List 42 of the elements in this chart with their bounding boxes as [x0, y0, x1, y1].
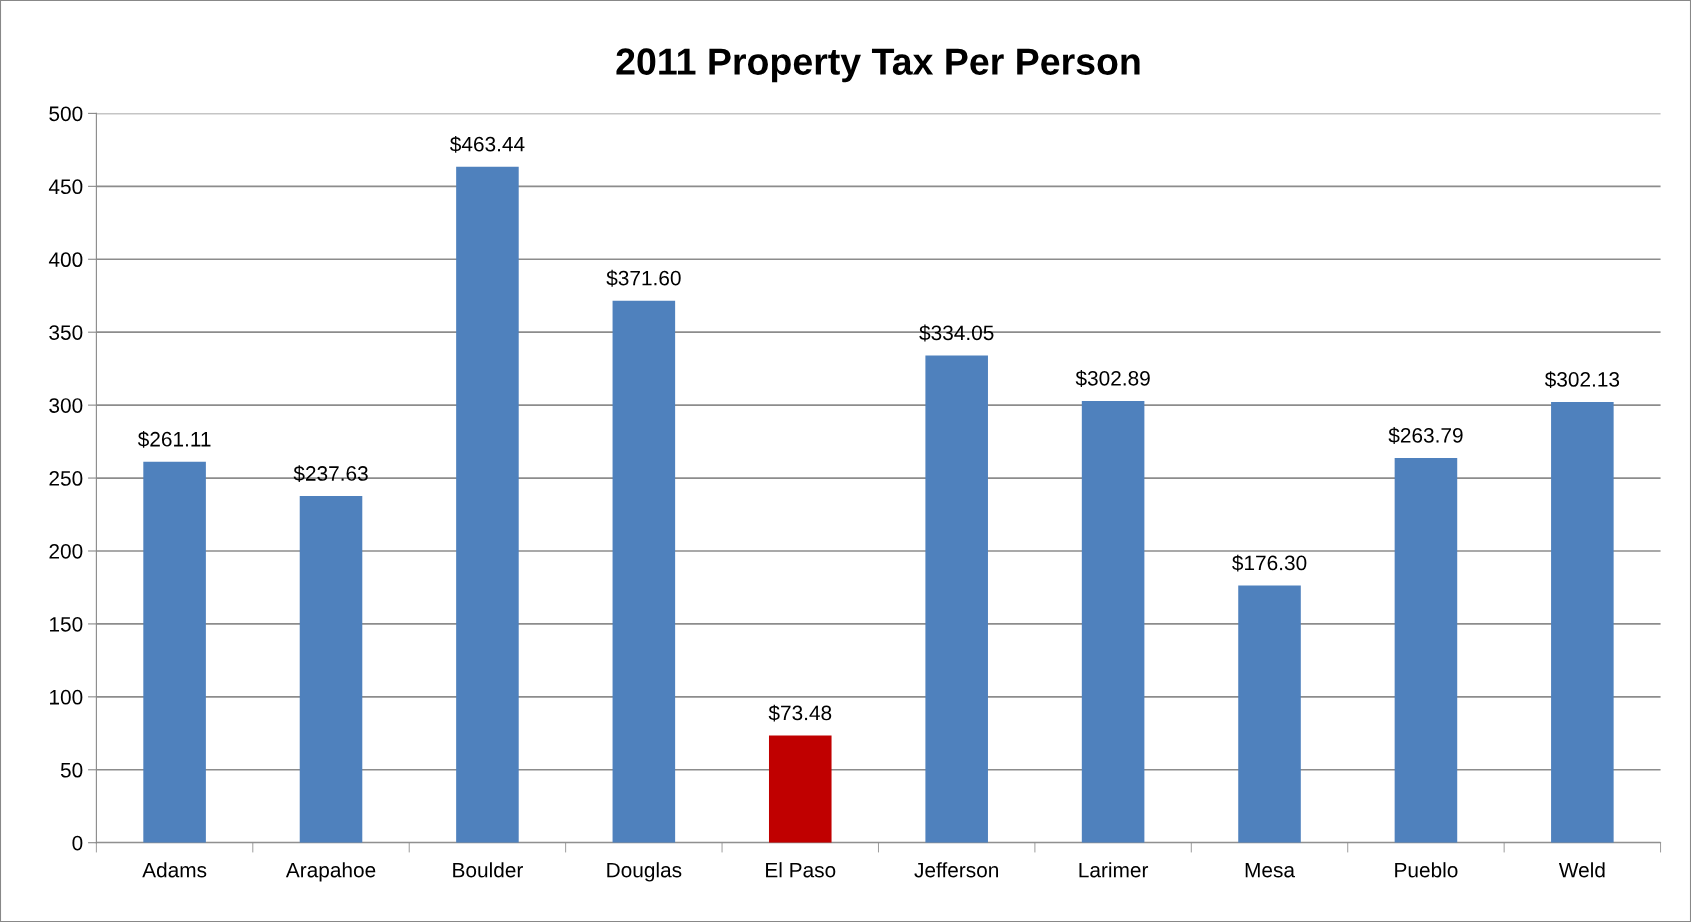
- bar: [1394, 457, 1458, 843]
- data-label: $371.60: [606, 269, 681, 287]
- x-tick-label: El Paso: [766, 862, 836, 878]
- x-tick-label: Weld: [1558, 862, 1605, 878]
- x-tick-label: Adams: [142, 862, 207, 878]
- bar: [143, 461, 206, 843]
- y-tick-label: 250: [49, 471, 83, 486]
- bar: [1081, 400, 1145, 843]
- x-tick-label: Boulder: [453, 862, 523, 878]
- chart-title: 2011 Property Tax Per Person: [616, 48, 1140, 83]
- x-tick-label: Pueblo: [1395, 862, 1458, 878]
- data-label: $463.44: [450, 135, 525, 153]
- y-tick-label: 150: [50, 616, 83, 632]
- data-label: $176.30: [1232, 554, 1307, 572]
- data-label: $263.79: [1388, 427, 1463, 444]
- bar: [925, 355, 988, 843]
- data-label: $302.89: [1075, 370, 1150, 387]
- y-tick-label: 100: [50, 689, 83, 705]
- data-label: $73.48: [768, 704, 832, 722]
- x-tick-label: Douglas: [607, 862, 682, 882]
- y-tick-label: 200: [49, 543, 83, 559]
- y-tick-label: 50: [60, 762, 83, 778]
- bar: [299, 496, 363, 843]
- data-label: $261.11: [137, 430, 211, 448]
- y-tick-label: 450: [48, 179, 83, 195]
- x-tick-label: Jefferson: [914, 862, 998, 878]
- y-tick-label: 350: [49, 325, 83, 340]
- x-tick-label: Mesa: [1245, 862, 1295, 878]
- bar: [1551, 402, 1614, 843]
- data-label: $237.63: [293, 465, 368, 483]
- y-tick-label: 0: [72, 835, 83, 851]
- bar: [612, 300, 676, 843]
- data-label: $302.13: [1544, 371, 1620, 389]
- x-tick-label: Larimer: [1079, 862, 1149, 878]
- y-tick-label: 400: [48, 252, 83, 268]
- y-tick-label: 500: [49, 106, 83, 122]
- bar: [456, 166, 519, 843]
- data-label: $334.05: [919, 324, 994, 342]
- bar: [768, 735, 832, 843]
- y-tick-label: 300: [49, 398, 83, 413]
- bar: [1238, 585, 1301, 843]
- x-tick-label: Arapahoe: [285, 862, 376, 882]
